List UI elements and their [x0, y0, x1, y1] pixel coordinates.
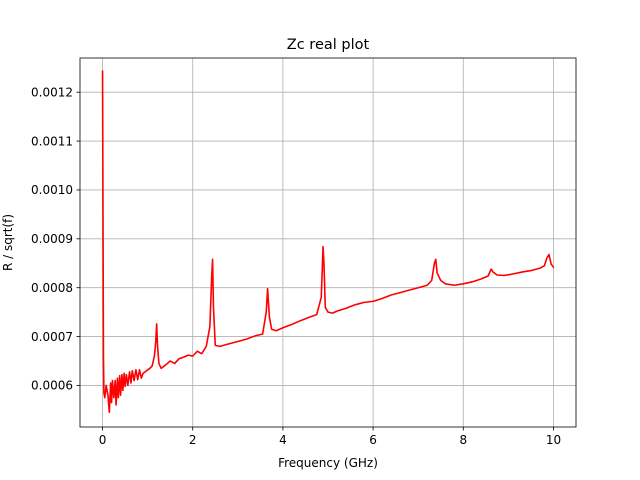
y-tick-label: 0.0007 [31, 330, 73, 344]
x-tick-label: 0 [99, 433, 107, 447]
line-layer [101, 70, 555, 414]
y-tick-label: 0.0011 [31, 134, 73, 148]
plot-frame [79, 57, 577, 428]
chart-title: Zc real plot [287, 37, 370, 53]
x-tick-label: 2 [189, 433, 197, 447]
y-tick-label: 0.0009 [31, 232, 73, 246]
y-tick-label: 0.0008 [31, 281, 73, 295]
x-tick-label: 10 [546, 433, 561, 447]
tick-layer: 0 2 4 6 8 10 0.0006 0.0007 0.0008 0.0009 0.0010 0.0… [31, 85, 561, 447]
grid-layer [80, 58, 576, 427]
y-tick-label: 0.0006 [31, 379, 73, 393]
x-tick-label: 8 [459, 433, 467, 447]
y-tick-label: 0.0012 [31, 85, 73, 99]
x-axis-label: Frequency (GHz) [278, 456, 378, 470]
series-line [101, 70, 555, 414]
x-tick-label: 4 [279, 433, 287, 447]
y-axis-label: R / sqrt(f) [1, 214, 15, 271]
y-tick-label: 0.0010 [31, 183, 73, 197]
x-tick-label: 6 [369, 433, 377, 447]
